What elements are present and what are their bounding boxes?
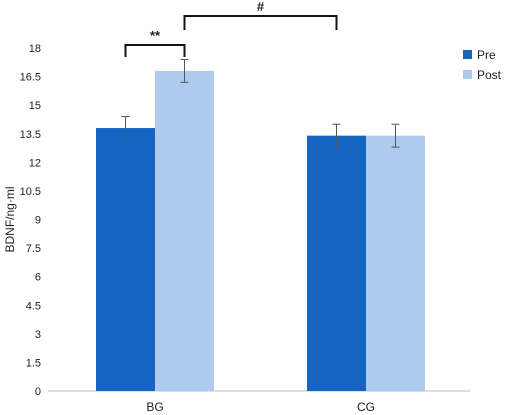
significance-bracket (124, 44, 186, 57)
error-bars (121, 58, 400, 148)
x-axis-categories: BG CG (146, 400, 375, 414)
y-tick-label: 15 (29, 100, 41, 112)
y-tick-label: 0 (35, 386, 41, 398)
y-tick-label: 13.5 (20, 129, 41, 141)
x-category-label: CG (357, 400, 375, 414)
significance-annotations: ** # (124, 0, 338, 57)
y-tick-label: 12 (29, 157, 41, 169)
legend: Pre Post (463, 48, 502, 82)
bar-bg-pre (96, 128, 155, 392)
significance-label: # (257, 0, 265, 14)
bar-bg-post (155, 70, 214, 391)
legend-swatch-pre (463, 50, 472, 59)
legend-label: Pre (477, 48, 496, 62)
x-category-label: BG (146, 400, 163, 414)
legend-label: Post (477, 68, 502, 82)
y-tick-label: 7.5 (26, 243, 41, 255)
y-tick-label: 4.5 (26, 300, 41, 312)
y-tick-label: 9 (35, 215, 41, 227)
y-tick-label: 6 (35, 272, 41, 284)
y-tick-label: 3 (35, 329, 41, 341)
legend-swatch-post (463, 70, 472, 79)
bar-cg-pre (307, 135, 366, 391)
bars (96, 70, 425, 392)
y-axis-label: BDNF/ng·ml (3, 186, 17, 252)
y-tick-label: 1.5 (26, 357, 41, 369)
y-tick-label: 10.5 (20, 186, 41, 198)
y-axis-ticks: 0 1.5 3 4.5 6 7.5 9 10.5 12 13.5 15 16.5 18 (20, 43, 41, 398)
bar-cg-post (366, 135, 425, 391)
significance-bracket (183, 15, 338, 30)
y-tick-label: 16.5 (20, 72, 41, 84)
y-tick-label: 18 (29, 43, 41, 55)
significance-label: ** (150, 28, 161, 43)
